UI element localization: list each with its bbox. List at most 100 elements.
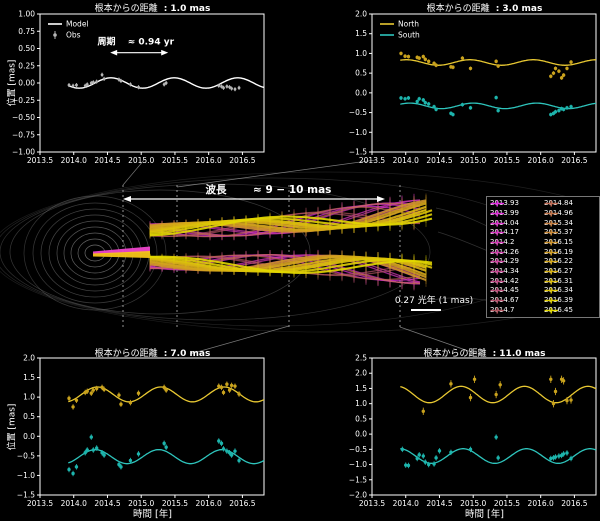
obs-point (225, 85, 229, 88)
obs-point (229, 453, 234, 457)
y-tick-label: −1.0 (17, 471, 35, 480)
legend-epoch-label: 2014.45 (490, 286, 519, 295)
obs-point (451, 112, 455, 117)
panel-title-prefix: 根本からの距離 (423, 349, 487, 359)
errorbar-marker-icon (490, 307, 504, 314)
obs-point (406, 463, 411, 468)
obs-point (417, 56, 421, 60)
panel-title-prefix: 根本からの距離 (426, 4, 490, 14)
y-tick-label: −0.5 (17, 451, 35, 460)
obs-point (225, 382, 229, 386)
x-tick-label: 2016.0 (196, 156, 222, 165)
legend-epoch-label: 2016.15 (544, 237, 573, 246)
y-tick-label: 0.0 (355, 88, 367, 97)
y-tick-label: 0.25 (18, 61, 35, 70)
obs-point (67, 83, 71, 87)
legend-epoch: 2015.37 (544, 228, 596, 238)
obs-point (219, 441, 224, 446)
legend-epoch-label: 2014.67 (490, 295, 519, 304)
obs-point (468, 66, 473, 71)
obs-point (423, 57, 428, 62)
x-tick-label: 2015.0 (128, 156, 154, 165)
obs-point (449, 382, 453, 386)
obs-point (164, 81, 168, 85)
errorbar-marker-icon (490, 210, 504, 217)
errorbar-marker-icon (490, 268, 504, 275)
obs-point (494, 59, 498, 64)
obs-point (553, 66, 558, 71)
y-tick-label: −1.5 (349, 148, 367, 157)
x-tick-label: 2014.0 (393, 499, 419, 508)
obs-point (399, 96, 403, 100)
obs-point (496, 64, 500, 68)
y-tick-label: −0.5 (349, 108, 367, 117)
obs-point (217, 384, 221, 388)
obs-point (423, 101, 428, 105)
panel-connector-line (176, 160, 376, 188)
epoch-legend: 2013.932013.992014.042014.172014.22014.2… (486, 196, 600, 318)
obs-point (71, 84, 75, 88)
obs-point (94, 386, 99, 391)
x-tick-label: 2014.0 (61, 156, 87, 165)
errorbar-marker-icon (544, 278, 558, 285)
arrow-left-icon (110, 49, 118, 56)
legend-epoch: 2016.45 (544, 305, 596, 315)
obs-point (415, 99, 419, 104)
obs-point (117, 78, 121, 81)
x-tick-label: 2016.0 (528, 499, 554, 508)
obs-point (221, 390, 226, 395)
errorbar-marker-icon (544, 297, 558, 304)
x-tick-label: 2016.0 (196, 499, 222, 508)
legend-epoch-label: 2016.45 (544, 305, 573, 314)
errorbar-marker-icon (490, 297, 504, 304)
x-tick-label: 2015.5 (162, 499, 188, 508)
obs-point (94, 446, 99, 450)
legend-epoch: 2014.2 (490, 238, 542, 248)
obs-point (67, 467, 71, 472)
obs-point (164, 388, 168, 392)
obs-point (233, 449, 237, 453)
model-curve-model (68, 77, 265, 89)
obs-point (229, 383, 234, 388)
core-contour (32, 202, 158, 304)
axes-box (39, 357, 265, 496)
wavelength-label: 波長 (206, 183, 227, 196)
obs-point (95, 80, 99, 84)
obs-point (237, 458, 241, 463)
obs-point (417, 97, 421, 101)
obs-point (233, 384, 237, 388)
plot-11mas: 2013.5 2014.0 2014.5 2015.0 2015.5 2016.0 2016… (349, 354, 597, 508)
obs-point (227, 451, 232, 455)
obs-point (421, 409, 425, 413)
panel-connector-line (399, 326, 478, 355)
obs-point (426, 102, 431, 106)
errorbar-marker-icon (544, 287, 558, 294)
panel-connector-line (189, 325, 290, 355)
obs-point (128, 458, 133, 463)
panel-title-11mas: 根本からの距離 : 11.0 mas (372, 346, 597, 359)
y-tick-label: −1.5 (349, 475, 367, 484)
obs-point (451, 65, 455, 69)
y-tick-label: −1.0 (349, 128, 367, 137)
panel-title-value: : 11.0 mas (492, 349, 546, 359)
legend-epoch: 2014.96 (544, 209, 596, 219)
obs-point (426, 59, 431, 64)
obs-point (136, 391, 141, 395)
y-tick-label: −0.25 (12, 96, 35, 105)
period-annotation-value: ≈ 0.94 yr (128, 37, 175, 47)
x-tick-label: 2015.5 (162, 156, 188, 165)
obs-point (85, 82, 89, 86)
legend-epoch: 2014.84 (544, 199, 596, 209)
obs-point (217, 439, 221, 443)
jet-contour (0, 171, 600, 333)
legend-epoch-label: 2015.34 (544, 218, 573, 227)
panel-connector-line (122, 160, 145, 186)
x-tick-label: 2013.5 (359, 156, 385, 165)
obs-point (237, 392, 241, 396)
obs-point (565, 451, 569, 455)
obs-point (415, 456, 419, 461)
x-tick-label: 2015.5 (494, 499, 520, 508)
errorbar-marker-icon (544, 268, 558, 275)
legend-epoch-label: 2014.29 (490, 257, 519, 266)
obs-point (400, 447, 405, 452)
